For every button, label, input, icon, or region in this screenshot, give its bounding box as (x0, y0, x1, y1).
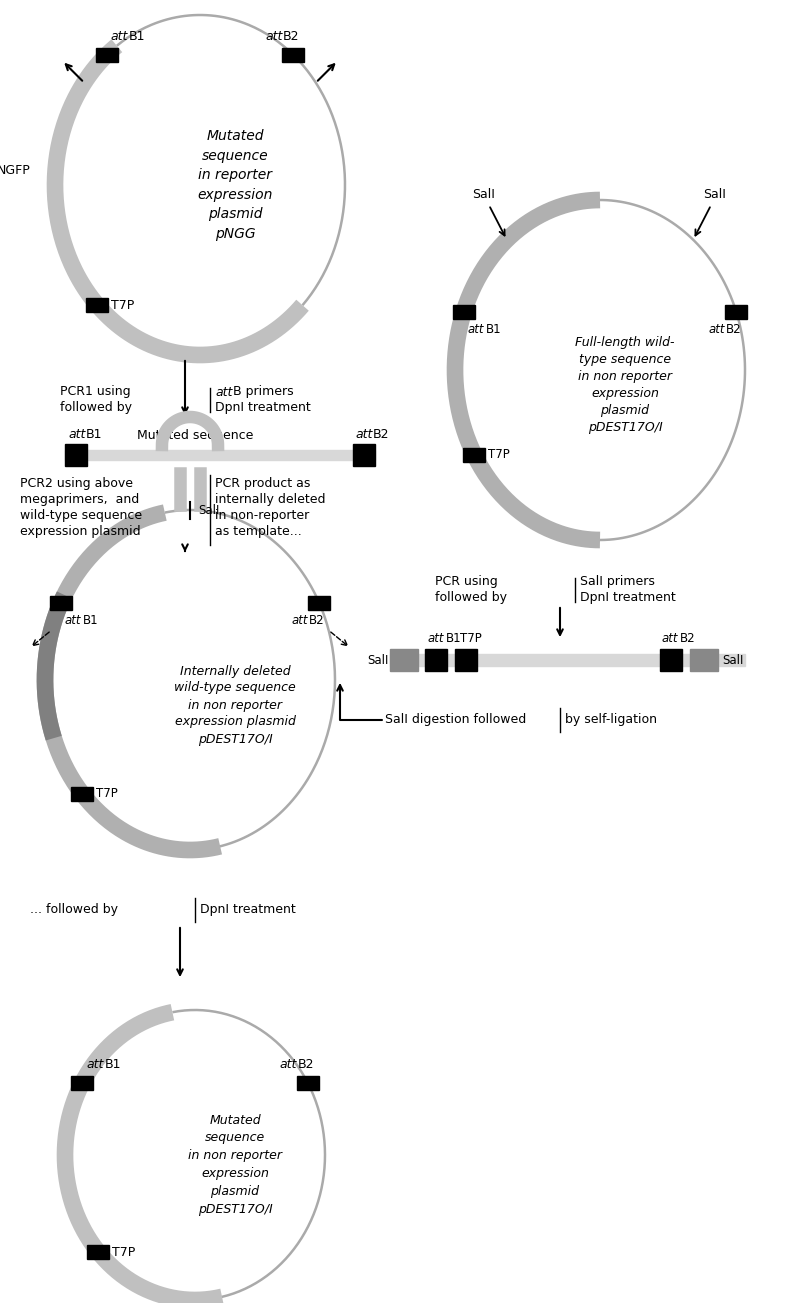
Text: B2: B2 (373, 429, 389, 442)
Text: SalI: SalI (198, 503, 219, 516)
Bar (86, 298, 108, 313)
Bar (297, 1075, 319, 1089)
Text: B1: B1 (446, 632, 462, 645)
Text: wild-type sequence: wild-type sequence (20, 508, 142, 521)
Text: DpnI treatment: DpnI treatment (580, 592, 676, 605)
Text: followed by: followed by (60, 401, 132, 414)
Text: att: att (468, 323, 484, 336)
Text: expression plasmid: expression plasmid (20, 525, 141, 538)
Text: megaprimers,  and: megaprimers, and (20, 493, 139, 506)
Bar (96, 48, 118, 61)
Text: PCR product as: PCR product as (215, 477, 310, 490)
Text: B primers: B primers (233, 386, 294, 399)
Bar (71, 1075, 93, 1089)
Text: B2: B2 (298, 1058, 314, 1071)
Text: PCR1 using: PCR1 using (60, 386, 130, 399)
Text: B2: B2 (309, 614, 325, 627)
Bar (725, 305, 747, 319)
Text: SalI: SalI (703, 188, 726, 201)
Text: NGFP: NGFP (0, 164, 31, 177)
Text: Internally deleted
wild-type sequence
in non reporter
expression plasmid
pDEST17: Internally deleted wild-type sequence in… (174, 665, 296, 745)
Text: PCR2 using above: PCR2 using above (20, 477, 133, 490)
Text: as template...: as template... (215, 525, 301, 538)
Text: att: att (708, 323, 725, 336)
Text: followed by: followed by (435, 592, 507, 605)
Text: Full-length wild-
type sequence
in non reporter
expression
plasmid
pDEST17O/I: Full-length wild- type sequence in non r… (575, 336, 675, 434)
Text: B1: B1 (486, 323, 502, 336)
Text: by self-ligation: by self-ligation (565, 714, 657, 727)
Bar (660, 649, 682, 671)
Bar (282, 48, 305, 61)
Text: Mutated
sequence
in non reporter
expression
plasmid
pDEST17O/I: Mutated sequence in non reporter express… (188, 1114, 282, 1217)
Bar (463, 448, 485, 463)
Bar (49, 595, 71, 610)
Text: att: att (662, 632, 678, 645)
Text: att: att (111, 30, 128, 43)
Bar (87, 1246, 109, 1259)
Bar (425, 649, 447, 671)
Text: att: att (265, 30, 283, 43)
Text: T7P: T7P (112, 1246, 136, 1259)
Text: SalI primers: SalI primers (580, 576, 655, 589)
Text: T7P: T7P (97, 787, 118, 800)
Text: B2: B2 (726, 323, 742, 336)
Bar (309, 595, 330, 610)
Text: ... followed by: ... followed by (30, 903, 118, 916)
Bar (455, 649, 477, 671)
Text: att: att (65, 614, 82, 627)
Bar (71, 787, 93, 801)
Text: T7P: T7P (460, 632, 482, 645)
Bar (690, 649, 718, 671)
Text: att: att (86, 1058, 104, 1071)
Text: SalI: SalI (722, 654, 743, 667)
Text: Mutated sequence: Mutated sequence (137, 429, 254, 442)
Bar (390, 654, 745, 666)
Text: B1: B1 (104, 1058, 121, 1071)
Text: PCR using: PCR using (435, 576, 498, 589)
Text: in non-reporter: in non-reporter (215, 508, 309, 521)
Text: T7P: T7P (488, 448, 510, 461)
Text: att: att (279, 1058, 297, 1071)
Bar (390, 649, 418, 671)
Text: SalI digestion followed: SalI digestion followed (385, 714, 526, 727)
Text: B1: B1 (129, 30, 145, 43)
Text: SalI: SalI (367, 654, 389, 667)
Bar (65, 444, 87, 466)
Text: T7P: T7P (111, 298, 135, 311)
Text: B1: B1 (82, 614, 98, 627)
Text: att: att (428, 632, 444, 645)
Bar (453, 305, 475, 319)
Text: att: att (68, 429, 86, 442)
Text: DpnI treatment: DpnI treatment (200, 903, 296, 916)
Text: att: att (215, 386, 232, 399)
Text: att: att (291, 614, 308, 627)
Text: internally deleted: internally deleted (215, 493, 326, 506)
Bar (65, 450, 375, 460)
Text: att: att (355, 429, 372, 442)
Text: B1: B1 (86, 429, 103, 442)
Bar (353, 444, 375, 466)
Text: Mutated
sequence
in reporter
expression
plasmid
pNGG: Mutated sequence in reporter expression … (197, 129, 272, 241)
Text: DpnI treatment: DpnI treatment (215, 401, 311, 414)
Text: SalI: SalI (472, 188, 495, 201)
Text: B2: B2 (680, 632, 696, 645)
Text: B2: B2 (283, 30, 300, 43)
